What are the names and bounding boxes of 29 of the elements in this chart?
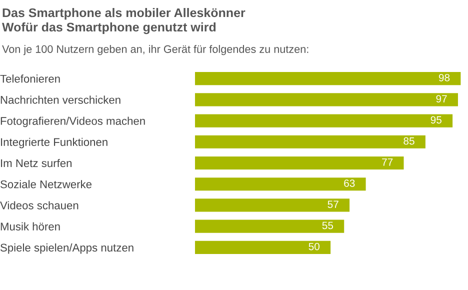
bar [195,178,366,191]
y-tick-label: Videos schauen [0,201,78,210]
y-tick-label: Integrierte Funktionen [1,138,108,148]
y-tick-label: Fotografieren/Videos machen [0,116,145,128]
y-tick-label: Musik hören [0,222,60,230]
y-tick-label: Spiele spielen/Apps nutzen [0,243,134,254]
y-tick-label: Telefonieren [0,74,60,83]
bar [195,240,331,254]
chart-subtitle: Von je 100 Nutzern geben an, ihr Gerät für folgendes zu nutzen: [2,45,308,56]
y-tick-label: Im Netz surfen [1,158,72,168]
data-label: 85 [404,137,414,145]
data-label: 95 [430,116,442,124]
data-label: 98 [438,74,450,82]
y-tick-label: Soziale Netzwerke [0,180,92,188]
data-label: 97 [436,95,447,102]
chart-title: Das Smartphone als mobiler Alleskönner Wofür das Smartphone genutzt wird [2,8,246,34]
bar [195,93,458,106]
bar [195,198,350,212]
bar [195,220,344,233]
data-label: 50 [308,242,320,250]
bar [195,135,426,148]
data-label: 57 [328,200,338,208]
y-tick-label: Nachrichten verschicken [0,96,120,104]
data-label: 77 [382,158,393,166]
bar [195,156,404,170]
data-label: 55 [322,222,334,230]
bar [195,114,453,128]
bar [195,72,461,86]
data-label: 63 [344,180,355,187]
